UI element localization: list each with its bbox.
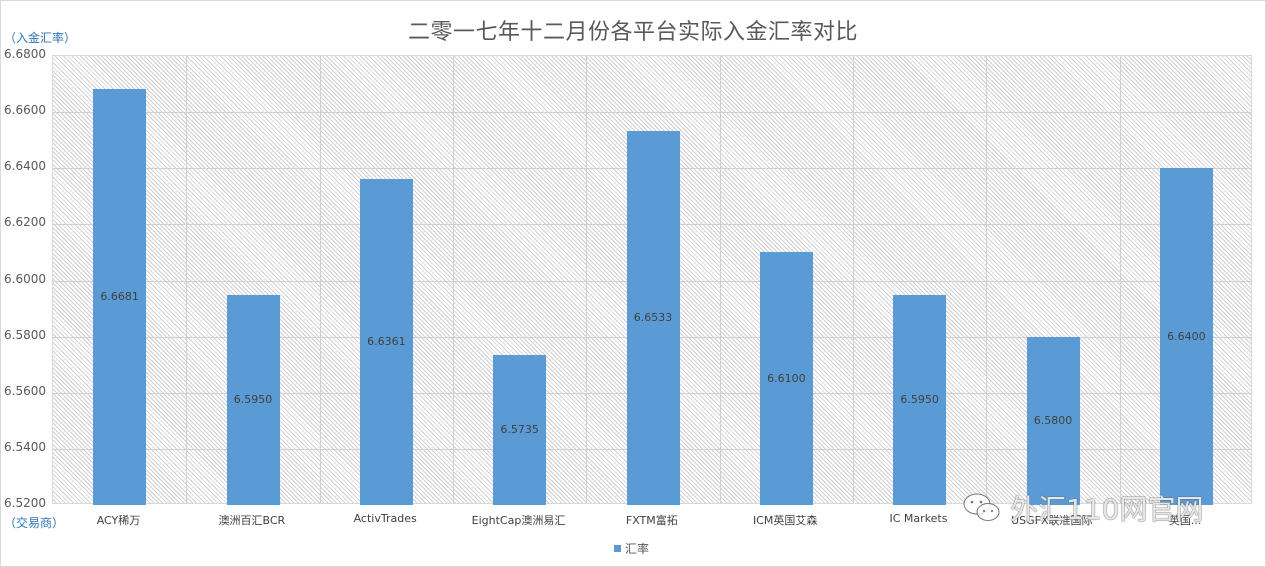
bar: 6.5950 bbox=[226, 294, 280, 505]
bar-value-label: 6.6361 bbox=[367, 335, 406, 349]
y-tick-label: 6.5400 bbox=[4, 439, 46, 454]
x-tick-label: USGFX联准国际 bbox=[1011, 514, 1093, 527]
gridline-vertical bbox=[186, 56, 188, 503]
watermark: 外汇110网官网 bbox=[962, 488, 1203, 528]
bar: 6.6533 bbox=[626, 130, 680, 505]
x-tick-label: 澳洲百汇BCR bbox=[218, 514, 286, 527]
bar-value-label: 6.6400 bbox=[1167, 329, 1206, 343]
y-tick-label: 6.6000 bbox=[4, 271, 46, 286]
y-tick-label: 6.6400 bbox=[4, 159, 46, 174]
wechat-icon bbox=[963, 493, 1000, 521]
y-tick-label: 6.5200 bbox=[4, 496, 46, 510]
bar: 6.6400 bbox=[1159, 168, 1213, 505]
bar-value-label: 6.5735 bbox=[500, 422, 539, 436]
x-tick-label: 英国... bbox=[1168, 514, 1202, 527]
gridline-vertical bbox=[453, 56, 454, 503]
y-tick-label: 6.6800 bbox=[4, 47, 46, 61]
bar: 6.6100 bbox=[759, 252, 813, 505]
bar: 6.6681 bbox=[93, 89, 147, 505]
bar: 6.6361 bbox=[359, 179, 413, 505]
gridline-vertical bbox=[319, 56, 321, 503]
y-tick-label: 6.6200 bbox=[4, 215, 46, 230]
y-tick-label: 6.6600 bbox=[4, 103, 46, 118]
x-tick-label: IC Markets bbox=[889, 512, 948, 525]
gridline-vertical bbox=[853, 56, 854, 503]
y-tick-label: 6.5800 bbox=[4, 327, 46, 342]
x-tick-label: ActivTrades bbox=[353, 512, 417, 525]
watermark-text: 外汇110网官网 bbox=[1010, 493, 1204, 526]
legend-swatch bbox=[614, 545, 621, 552]
chart-title: 二零一七年十二月份各平台实际入金汇率对比 bbox=[407, 20, 858, 45]
bar-value-label: 6.5800 bbox=[1033, 413, 1073, 427]
gridline-horizontal bbox=[53, 112, 1251, 114]
bar: 6.5735 bbox=[493, 354, 547, 505]
bar-value-label: 6.5950 bbox=[900, 392, 939, 406]
x-tick-label: ICM英国艾森 bbox=[752, 514, 818, 527]
x-axis-label: （交易商） bbox=[4, 516, 65, 530]
bar: 6.5800 bbox=[1026, 336, 1080, 505]
gridline-vertical bbox=[586, 56, 588, 503]
x-tick-label: ACY稀万 bbox=[96, 514, 141, 527]
legend: 汇率 bbox=[614, 540, 649, 557]
gridline-vertical bbox=[1119, 56, 1121, 503]
gridline-vertical bbox=[719, 56, 721, 503]
legend-label: 汇率 bbox=[625, 542, 650, 556]
x-tick-label: EightCap澳洲易汇 bbox=[471, 514, 566, 527]
bar-value-label: 6.6533 bbox=[633, 310, 673, 324]
gridline-vertical bbox=[986, 56, 988, 503]
bar-value-label: 6.6100 bbox=[767, 371, 806, 385]
bar-value-label: 6.5950 bbox=[233, 392, 273, 406]
x-tick-label: FXTM富拓 bbox=[625, 514, 678, 527]
y-tick-label: 6.5600 bbox=[4, 383, 46, 398]
y-axis-label: （入金汇率） bbox=[4, 31, 77, 45]
plot-area: 6.6681 6.5950 6.6361 6.5735 6.6533 6.6100 6.59… bbox=[52, 55, 1252, 505]
bar-value-label: 6.6681 bbox=[100, 290, 139, 304]
bar: 6.5950 bbox=[893, 294, 947, 505]
